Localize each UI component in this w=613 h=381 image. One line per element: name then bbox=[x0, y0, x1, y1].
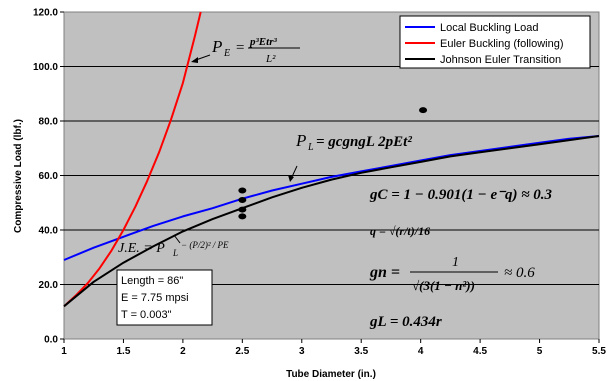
x-axis-ticks: 1 1.5 2 2.5 3 3.5 4 4.5 5 5.5 bbox=[61, 339, 606, 357]
x-tick-label: 2.5 bbox=[235, 346, 249, 357]
pl-rhs: = gcgngL 2pEt² bbox=[316, 134, 412, 150]
euler-equation: P E = p³Etr³ L² bbox=[191, 36, 300, 65]
x-tick-label: 1.5 bbox=[116, 346, 130, 357]
marker-points bbox=[238, 107, 428, 220]
gn-tail: ≈ 0.6 bbox=[504, 265, 535, 281]
y-tick-label: 0.0 bbox=[44, 335, 58, 346]
data-point bbox=[419, 107, 428, 114]
parameters-box: Length = 86" E = 7.75 mpsi T = 0.003" bbox=[116, 269, 213, 326]
y-tick-label: 80.0 bbox=[39, 117, 59, 128]
gl-equation: gL = 0.434r bbox=[369, 314, 442, 330]
je-main: J.E. = P bbox=[118, 241, 165, 256]
x-tick-label: 4 bbox=[418, 346, 424, 357]
q-text: q = √(r/t)/16 bbox=[370, 224, 430, 238]
y-tick-label: 60.0 bbox=[39, 171, 59, 182]
parameter-length: Length = 86" bbox=[121, 275, 183, 287]
series-group bbox=[63, 11, 600, 308]
pe-eq: = bbox=[235, 40, 245, 56]
je-arrow bbox=[173, 234, 181, 244]
data-point bbox=[238, 213, 247, 220]
legend: Local Buckling Load Euler Buckling (foll… bbox=[399, 15, 591, 69]
gl-text: gL = 0.434r bbox=[369, 314, 442, 330]
x-tick-label: 5.5 bbox=[592, 346, 606, 357]
series-line-0 bbox=[63, 135, 600, 261]
x-axis-title: Tube Diameter (in.) bbox=[286, 369, 376, 380]
y-tick-label: 40.0 bbox=[39, 226, 59, 237]
y-tick-label: 20.0 bbox=[39, 280, 59, 291]
x-tick-label: 3.5 bbox=[354, 346, 368, 357]
data-point bbox=[238, 187, 247, 194]
x-tick-label: 3 bbox=[299, 346, 305, 357]
pe-sub: E bbox=[223, 48, 230, 59]
y-axis-ticks: 0.0 20.0 40.0 60.0 80.0 100.0 120.0 bbox=[33, 8, 64, 346]
series-line-1 bbox=[63, 11, 202, 308]
johnson-equation: J.E. = P L − (P/2)² / PE bbox=[118, 234, 229, 258]
gc-text: gC = 1 − 0.901(1 − e⁻q) ≈ 0.3 bbox=[369, 187, 553, 203]
pl-sub: L bbox=[307, 142, 314, 153]
gn-lhs: gn = bbox=[369, 264, 400, 281]
data-point bbox=[238, 197, 247, 204]
x-tick-label: 4.5 bbox=[473, 346, 487, 357]
y-tick-label: 100.0 bbox=[33, 62, 58, 73]
parameter-thickness: T = 0.003" bbox=[121, 309, 172, 321]
gc-equation: gC = 1 − 0.901(1 − e⁻q) ≈ 0.3 bbox=[369, 187, 553, 203]
gn-denominator: √(3(1 − n²)) bbox=[412, 278, 475, 293]
parameters-box-frame bbox=[116, 269, 213, 326]
parameter-modulus: E = 7.75 mpsi bbox=[121, 292, 189, 304]
pe-arrowhead bbox=[191, 57, 198, 63]
pl-arrowhead bbox=[288, 175, 294, 182]
je-tail: − (P/2)² / PE bbox=[181, 240, 229, 250]
pl-lhs: P bbox=[295, 131, 306, 150]
legend-label-johnson: Johnson Euler Transition bbox=[440, 54, 561, 66]
data-point bbox=[238, 206, 247, 213]
gn-equation: gn = 1 √(3(1 − n²)) ≈ 0.6 bbox=[369, 255, 535, 293]
gn-numerator: 1 bbox=[452, 255, 459, 270]
y-axis-title: Compressive Load (lbf.) bbox=[13, 119, 24, 233]
legend-label-local: Local Buckling Load bbox=[440, 22, 538, 34]
local-equation: P L = gcgngL 2pEt² bbox=[288, 131, 412, 182]
pe-denominator: L² bbox=[265, 53, 276, 65]
legend-label-euler: Euler Buckling (following) bbox=[440, 38, 564, 50]
x-tick-label: 1 bbox=[61, 346, 67, 357]
pe-numerator: p³Etr³ bbox=[249, 36, 277, 48]
je-sub: L bbox=[172, 248, 178, 258]
q-equation: q = √(r/t)/16 bbox=[370, 224, 430, 238]
x-tick-label: 2 bbox=[180, 346, 186, 357]
x-tick-label: 5 bbox=[537, 346, 543, 357]
y-tick-label: 120.0 bbox=[33, 8, 58, 19]
pe-lhs: P bbox=[211, 37, 222, 56]
series-line-2 bbox=[63, 135, 600, 308]
